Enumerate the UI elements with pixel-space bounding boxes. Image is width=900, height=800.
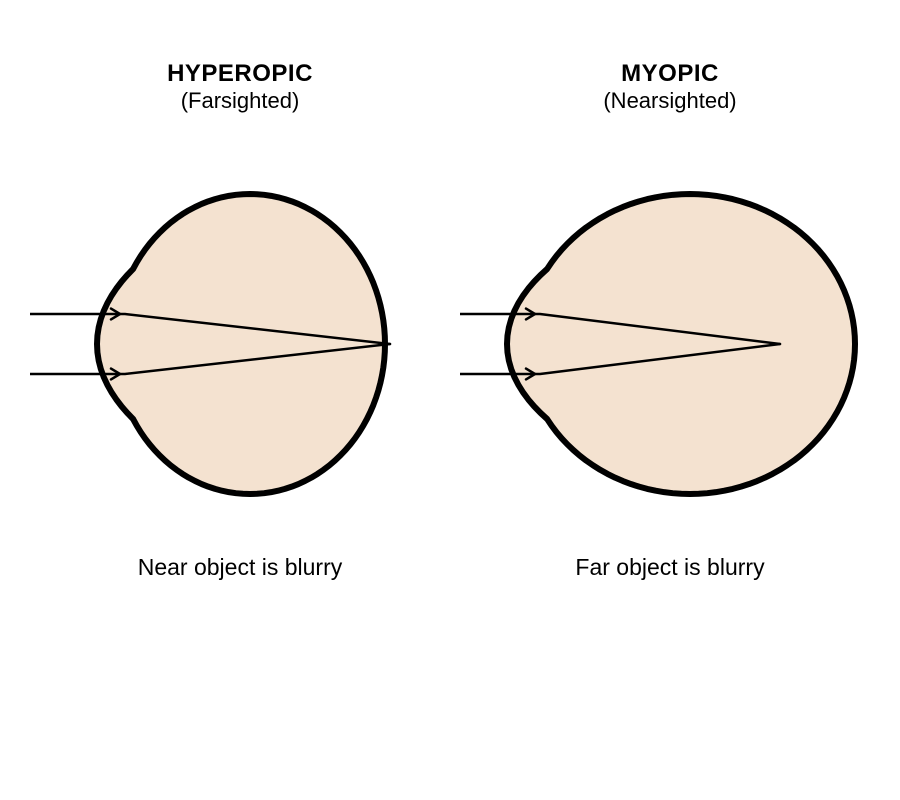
eye-outline bbox=[97, 194, 385, 494]
hyperopic-diagram bbox=[30, 174, 450, 514]
myopic-subtitle: (Nearsighted) bbox=[460, 88, 880, 114]
hyperopic-subtitle: (Farsighted) bbox=[30, 88, 450, 114]
myopic-panel: MYOPIC (Nearsighted) Far object is blurr… bbox=[460, 60, 880, 760]
myopic-title: MYOPIC bbox=[460, 60, 880, 88]
hyperopic-caption: Near object is blurry bbox=[30, 554, 450, 581]
hyperopic-heading: HYPEROPIC (Farsighted) bbox=[30, 60, 450, 114]
hyperopic-eye-svg bbox=[30, 174, 450, 514]
hyperopic-title: HYPEROPIC bbox=[30, 60, 450, 88]
eye-outline bbox=[507, 194, 855, 494]
myopic-heading: MYOPIC (Nearsighted) bbox=[460, 60, 880, 114]
myopic-diagram bbox=[460, 174, 880, 514]
myopic-caption: Far object is blurry bbox=[460, 554, 880, 581]
hyperopic-panel: HYPEROPIC (Farsighted) Near object is bl… bbox=[30, 60, 450, 760]
myopic-eye-svg bbox=[460, 174, 880, 514]
